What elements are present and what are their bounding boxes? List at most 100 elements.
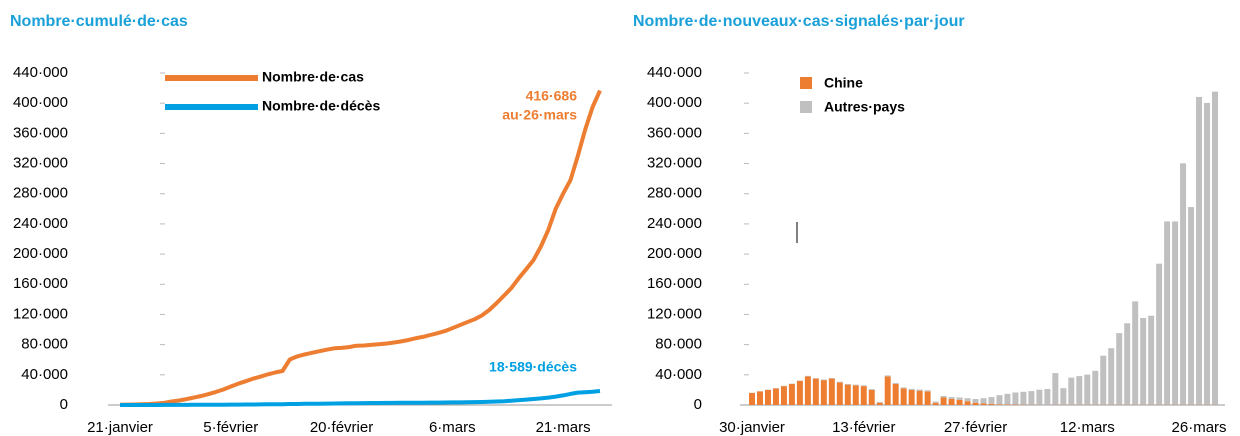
bar-segment bbox=[828, 378, 835, 405]
bar-segment bbox=[1092, 370, 1099, 405]
y-tick-label: 440·000 bbox=[647, 64, 702, 81]
bar-segment bbox=[820, 380, 827, 405]
bar-segment bbox=[996, 395, 1003, 405]
bar-segment bbox=[836, 381, 843, 383]
bar-segment bbox=[1100, 355, 1107, 405]
bar-segment bbox=[852, 384, 859, 386]
bar-segment bbox=[1164, 221, 1171, 405]
y-tick-label: 400·000 bbox=[13, 94, 68, 111]
bar-segment bbox=[964, 401, 971, 405]
bar-segment bbox=[932, 402, 939, 405]
bar-segment bbox=[1196, 96, 1203, 405]
x-tick-label: 21·mars bbox=[536, 419, 591, 436]
legend-label: Autres·pays bbox=[824, 99, 905, 115]
bar-segment bbox=[836, 382, 843, 405]
bar-segment bbox=[812, 378, 819, 405]
y-tick-label: 160·000 bbox=[647, 275, 702, 292]
bar-segment bbox=[1004, 393, 1011, 405]
y-tick-label: 240·000 bbox=[13, 215, 68, 232]
bar-segment bbox=[1076, 376, 1083, 405]
bar-segment bbox=[868, 389, 875, 390]
bar-segment bbox=[1212, 91, 1218, 405]
bar-segment bbox=[1068, 377, 1075, 405]
bar-segment bbox=[860, 385, 867, 387]
bar-segment bbox=[916, 390, 923, 405]
y-tick-label: 200·000 bbox=[647, 245, 702, 262]
bar-segment bbox=[788, 383, 795, 405]
bar-segment bbox=[1188, 207, 1195, 405]
line bbox=[119, 89, 602, 407]
bar-segment bbox=[1172, 221, 1179, 405]
legend-label: Nombre·de·décès bbox=[262, 98, 380, 114]
bar-segment bbox=[1132, 301, 1139, 405]
y-tick-label: 360·000 bbox=[13, 124, 68, 141]
y-tick-label: 160·000 bbox=[13, 275, 68, 292]
bar-segment bbox=[772, 388, 779, 405]
bar-segment bbox=[908, 388, 915, 390]
bar-segment bbox=[900, 387, 907, 389]
bar-segment bbox=[1156, 263, 1163, 405]
y-tick-label: 320·000 bbox=[647, 155, 702, 172]
bar-segment bbox=[1180, 163, 1187, 405]
bar-segment bbox=[956, 399, 963, 405]
bar-segment bbox=[868, 389, 875, 405]
y-tick-label: 0 bbox=[60, 396, 68, 413]
bar-segment bbox=[1060, 388, 1067, 405]
bar-segment bbox=[908, 389, 915, 405]
bar-segment bbox=[1036, 389, 1043, 405]
chart-title: Nombre·cumulé·de·cas bbox=[10, 13, 188, 30]
y-tick-label: 40·000 bbox=[655, 366, 702, 383]
bar-segment bbox=[948, 398, 955, 405]
bar-segment bbox=[924, 391, 931, 405]
y-tick-label: 320·000 bbox=[13, 155, 68, 172]
line bbox=[120, 389, 601, 407]
y-tick-label: 40·000 bbox=[21, 366, 68, 383]
bar-segment bbox=[876, 402, 883, 405]
bar-segment bbox=[972, 402, 979, 405]
x-tick-label: 20·février bbox=[310, 419, 373, 436]
y-tick-label: 0 bbox=[694, 396, 702, 413]
bar-segment bbox=[1028, 391, 1035, 405]
bar-segment bbox=[1140, 318, 1147, 405]
y-tick-label: 280·000 bbox=[647, 185, 702, 202]
y-tick-label: 360·000 bbox=[647, 124, 702, 141]
annotation: 416·686 bbox=[526, 88, 578, 104]
bar-segment bbox=[1044, 389, 1051, 405]
bar-segment bbox=[749, 392, 755, 405]
bar-segment bbox=[780, 386, 787, 405]
bar-segment bbox=[804, 376, 811, 405]
bar-segment bbox=[892, 383, 899, 405]
y-tick-label: 80·000 bbox=[655, 336, 702, 353]
bar-segment bbox=[900, 388, 907, 405]
y-tick-label: 240·000 bbox=[647, 215, 702, 232]
bar-segment bbox=[844, 383, 851, 385]
bar-segment bbox=[980, 403, 987, 405]
legend-swatch bbox=[800, 101, 812, 113]
bar-segment bbox=[956, 397, 963, 400]
legend-label: Chine bbox=[824, 75, 863, 91]
x-tick-label: 12·mars bbox=[1060, 419, 1115, 436]
bar-segment bbox=[860, 386, 867, 405]
bar-segment bbox=[884, 375, 891, 377]
bar-segment bbox=[948, 397, 955, 399]
bar-segment bbox=[876, 401, 883, 403]
bar-segment bbox=[1020, 391, 1027, 405]
bar-segment bbox=[844, 384, 851, 405]
bar-segment bbox=[1108, 348, 1115, 405]
bar-segment bbox=[924, 390, 931, 392]
bar-segment bbox=[884, 376, 891, 405]
chart-title: Nombre·de·nouveaux·cas·signalés·par·jour bbox=[633, 13, 965, 30]
bar-segment bbox=[1004, 404, 1011, 405]
bar-segment bbox=[940, 397, 947, 405]
legend-swatch bbox=[800, 77, 812, 89]
y-tick-label: 120·000 bbox=[13, 305, 68, 322]
bar-segment bbox=[1116, 333, 1123, 405]
bar-segment bbox=[1084, 374, 1091, 405]
bar-segment bbox=[1052, 373, 1059, 405]
bar-segment bbox=[988, 403, 995, 405]
bar-segment bbox=[828, 377, 835, 379]
bar-segment bbox=[1124, 323, 1131, 405]
y-tick-label: 200·000 bbox=[13, 245, 68, 262]
bar-segment bbox=[916, 389, 923, 391]
